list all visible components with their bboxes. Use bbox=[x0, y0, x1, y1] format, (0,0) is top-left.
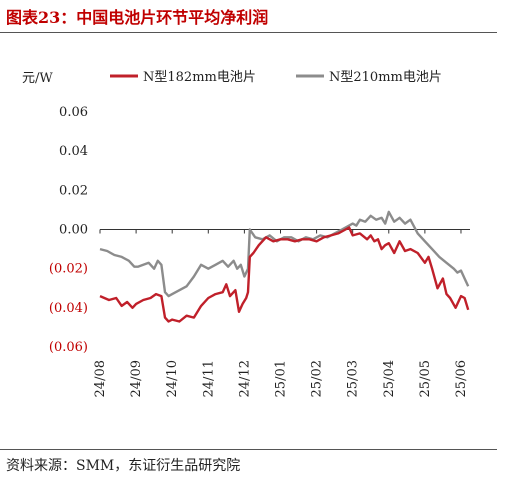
title-divider bbox=[0, 32, 497, 33]
y-axis-label: 元/W bbox=[22, 71, 53, 86]
x-tick-label: 24/09 bbox=[129, 360, 144, 397]
y-axis-ticks: 0.06 0.04 0.02 0.00 (0.02) (0.04) (0.06) bbox=[49, 105, 88, 355]
legend-item-182mm-label: N型182mm电池片 bbox=[143, 70, 256, 85]
x-tick-label: 25/01 bbox=[273, 360, 288, 397]
x-axis bbox=[99, 229, 470, 234]
series-210mm-line bbox=[99, 210, 470, 298]
y-tick-label: (0.06) bbox=[49, 340, 88, 355]
y-tick-label: (0.02) bbox=[49, 262, 88, 277]
y-tick-label: 0.00 bbox=[59, 223, 88, 238]
x-tick-label: 25/04 bbox=[382, 360, 397, 397]
x-tick-label: 25/03 bbox=[346, 360, 361, 397]
x-tick-label: 24/12 bbox=[237, 360, 252, 397]
x-tick-label: 24/10 bbox=[165, 360, 180, 397]
legend: N型182mm电池片 N型210mm电池片 bbox=[110, 70, 442, 85]
x-tick-label: 25/05 bbox=[418, 360, 433, 397]
y-tick-label: 0.02 bbox=[59, 183, 88, 198]
x-tick-label: 25/02 bbox=[310, 360, 325, 397]
x-axis-ticks: 24/08 24/09 24/10 24/11 24/12 25/01 25/02 25/03… bbox=[93, 360, 469, 397]
series-182mm-line bbox=[99, 226, 470, 323]
x-tick-label: 24/08 bbox=[93, 360, 108, 397]
y-tick-label: 0.04 bbox=[59, 144, 88, 159]
legend-item-210mm-label: N型210mm电池片 bbox=[329, 70, 442, 85]
source-divider bbox=[0, 449, 497, 450]
x-tick-label: 25/06 bbox=[454, 360, 469, 397]
y-tick-label: (0.04) bbox=[49, 301, 88, 316]
figure-title: 图表23：中国电池片环节平均净利润 bbox=[6, 8, 269, 27]
y-tick-label: 0.06 bbox=[59, 105, 88, 120]
series-lines bbox=[99, 210, 470, 323]
source-note: 资料来源：SMM，东证衍生品研究院 bbox=[6, 458, 241, 474]
x-tick-label: 24/11 bbox=[201, 360, 216, 397]
line-chart: N型182mm电池片 N型210mm电池片 元/W 0.060.040.020.0… bbox=[22, 70, 470, 397]
